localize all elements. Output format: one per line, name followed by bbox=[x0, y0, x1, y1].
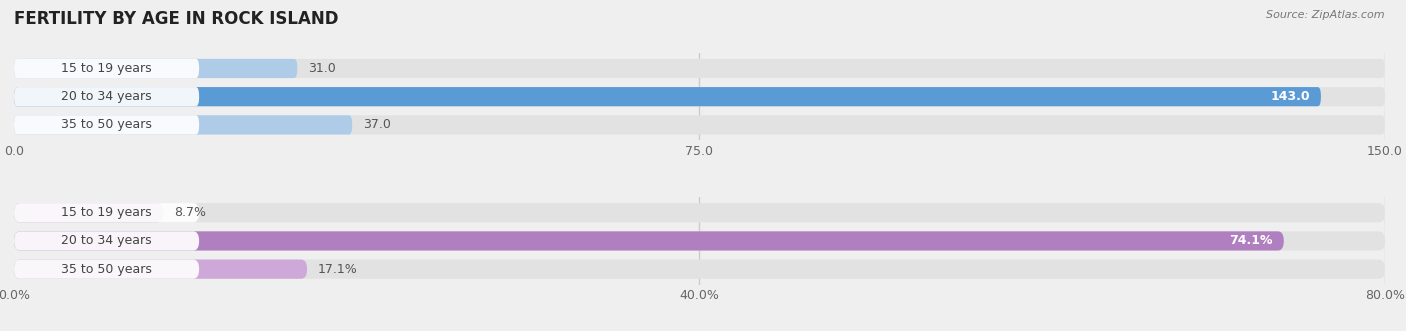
Text: 8.7%: 8.7% bbox=[174, 206, 207, 219]
FancyBboxPatch shape bbox=[14, 115, 200, 134]
Text: Source: ZipAtlas.com: Source: ZipAtlas.com bbox=[1267, 10, 1385, 20]
FancyBboxPatch shape bbox=[14, 59, 298, 78]
FancyBboxPatch shape bbox=[14, 115, 1385, 134]
FancyBboxPatch shape bbox=[14, 87, 200, 106]
FancyBboxPatch shape bbox=[14, 203, 1385, 222]
Text: 35 to 50 years: 35 to 50 years bbox=[60, 262, 152, 276]
Text: 143.0: 143.0 bbox=[1271, 90, 1310, 103]
FancyBboxPatch shape bbox=[14, 260, 307, 279]
FancyBboxPatch shape bbox=[14, 59, 1385, 78]
Text: 74.1%: 74.1% bbox=[1229, 234, 1272, 248]
Text: FERTILITY BY AGE IN ROCK ISLAND: FERTILITY BY AGE IN ROCK ISLAND bbox=[14, 10, 339, 28]
Text: 37.0: 37.0 bbox=[363, 118, 391, 131]
FancyBboxPatch shape bbox=[14, 203, 200, 222]
Text: 20 to 34 years: 20 to 34 years bbox=[62, 90, 152, 103]
FancyBboxPatch shape bbox=[14, 260, 200, 279]
Text: 35 to 50 years: 35 to 50 years bbox=[60, 118, 152, 131]
FancyBboxPatch shape bbox=[14, 231, 1385, 251]
FancyBboxPatch shape bbox=[14, 203, 163, 222]
FancyBboxPatch shape bbox=[14, 231, 1284, 251]
FancyBboxPatch shape bbox=[14, 87, 1385, 106]
Text: 15 to 19 years: 15 to 19 years bbox=[62, 62, 152, 75]
Text: 17.1%: 17.1% bbox=[318, 262, 357, 276]
Text: 31.0: 31.0 bbox=[308, 62, 336, 75]
FancyBboxPatch shape bbox=[14, 115, 353, 134]
FancyBboxPatch shape bbox=[14, 87, 1322, 106]
FancyBboxPatch shape bbox=[14, 59, 200, 78]
Text: 15 to 19 years: 15 to 19 years bbox=[62, 206, 152, 219]
Text: 20 to 34 years: 20 to 34 years bbox=[62, 234, 152, 248]
FancyBboxPatch shape bbox=[14, 231, 200, 251]
FancyBboxPatch shape bbox=[14, 260, 1385, 279]
